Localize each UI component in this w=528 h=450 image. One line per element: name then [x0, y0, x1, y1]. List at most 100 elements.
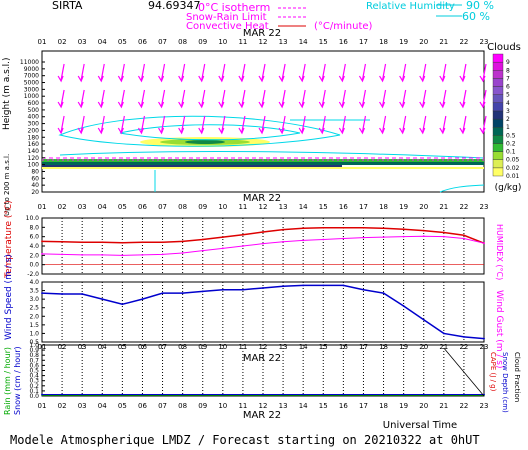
hour-panel2-label: 07 — [158, 203, 167, 211]
wind-arrow — [238, 115, 246, 135]
cloud-y-tick-label: 1000 — [24, 93, 39, 100]
temperature-point — [442, 231, 445, 234]
cloud-y-tick-label: 600 — [28, 100, 40, 107]
wind-arrow — [57, 115, 65, 135]
wind-arrow — [158, 89, 166, 109]
wind-point — [141, 298, 144, 301]
colorbar-title: Clouds — [487, 42, 521, 53]
coords-label: 94.69347 — [148, 0, 201, 12]
wind-point — [342, 284, 345, 287]
wind-arrow — [278, 63, 286, 83]
colorbar-tick-label: 1 — [506, 124, 510, 131]
temperature-point — [61, 253, 63, 256]
temperature-point — [121, 254, 124, 257]
temperature-y-tick-label: 2.0 — [29, 252, 39, 259]
wind-arrow — [258, 115, 266, 135]
wind-arrow — [97, 89, 105, 109]
temperature-y-tick-label: 4.0 — [29, 243, 39, 250]
wind-point — [101, 298, 104, 301]
wind-arrow — [338, 63, 346, 83]
wind-point — [362, 288, 365, 291]
hour-bottom-label: 08 — [178, 402, 187, 410]
hour-panel2-label: 04 — [98, 203, 107, 211]
wind-arrow — [358, 115, 367, 135]
temperature-point — [362, 236, 365, 239]
temperature-point — [262, 242, 264, 245]
convective-unit-label: (°C/minute) — [314, 21, 373, 32]
wind-arrow — [137, 63, 146, 83]
wind-arrow — [178, 115, 186, 135]
hour-panel2-label: 16 — [339, 203, 348, 211]
temperature-point — [141, 253, 144, 256]
temperature-point — [201, 238, 204, 241]
wind-arrow — [379, 115, 387, 135]
hour-panel2-label: 15 — [319, 203, 328, 211]
cloud-y-tick-label: 7000 — [24, 73, 39, 80]
temperature-point — [422, 235, 425, 238]
temperature-point — [382, 236, 385, 239]
wind-point — [402, 305, 405, 307]
caption: Modele Atmospherique LMDZ / Forecast sta… — [10, 433, 480, 447]
precip-point — [141, 393, 144, 396]
rh-60-label: 60 % — [462, 10, 490, 23]
hour-top-label: 06 — [138, 38, 147, 46]
cloud-y-tick-label: 20 — [31, 189, 39, 196]
colorbar-tick-label: 0.01 — [506, 173, 520, 180]
hour-panel4-label: 03 — [78, 343, 87, 351]
hour-top-label: 04 — [98, 38, 107, 46]
temp-y-title: Temperature (°C) — [4, 200, 14, 279]
hour-bottom-label: 04 — [98, 402, 107, 410]
hour-panel4-label: 13 — [279, 343, 288, 351]
precip-y-tick-label: 0.3 — [29, 378, 39, 385]
cloud-y-tick-label: 60 — [31, 175, 39, 182]
precip-point — [422, 393, 425, 396]
wind-arrow — [459, 63, 467, 83]
wind-arrow — [439, 63, 447, 83]
wind-y-tick-label: 1.0 — [29, 330, 39, 337]
temperature-y-tick-label: 0.0 — [29, 262, 39, 269]
hour-top-label: 05 — [118, 38, 127, 46]
wind-arrow — [459, 89, 467, 109]
colorbar-swatch — [492, 102, 504, 112]
wind-arrow — [137, 115, 146, 135]
precip-point — [221, 393, 224, 396]
precip-point — [41, 393, 43, 396]
isotherm-legend-label: 0°C isotherm — [198, 1, 270, 14]
hour-bottom-label: 22 — [459, 402, 468, 410]
temperature-point — [442, 235, 445, 238]
precip-y-tick-label: 0.6 — [29, 362, 39, 369]
cloud-fraction-y-title: Cloud Fraction — [513, 352, 521, 402]
precip-y-tick-label: 0.2 — [29, 383, 39, 390]
date-bottom-label: MAR 22 — [243, 410, 281, 421]
wind-arrow — [77, 63, 85, 83]
precip-y-tick-label: 0.0 — [29, 393, 39, 400]
precip-point — [322, 393, 325, 396]
hour-bottom-label: 16 — [339, 402, 348, 410]
hour-panel4-label: 08 — [178, 343, 187, 351]
colorbar-tick-label: 7 — [506, 75, 510, 82]
hour-top-label: 08 — [178, 38, 187, 46]
hour-top-label: 10 — [218, 38, 227, 46]
hour-top-label: 19 — [399, 38, 408, 46]
temperature-point — [161, 253, 164, 256]
precip-point — [262, 393, 264, 396]
wind-y-tick-label: 0.5 — [29, 339, 39, 346]
hour-panel4-label: 01 — [38, 343, 47, 351]
temperature-point — [101, 253, 104, 256]
hour-panel2-label: 10 — [218, 203, 227, 211]
hour-top-label: 21 — [439, 38, 448, 46]
wind-arrow — [77, 115, 85, 135]
cloud-y-tick-label: 160 — [28, 141, 40, 148]
wind-arrow — [479, 89, 487, 109]
wind-point — [463, 335, 465, 338]
wind-arrow — [218, 115, 226, 135]
hour-top-label: 17 — [359, 38, 368, 46]
cloud-y-tick-label: 3000 — [24, 86, 39, 93]
hour-top-label: 13 — [279, 38, 288, 46]
colorbar-tick-label: 3 — [506, 108, 510, 115]
wind-y-tick-label: 2.0 — [29, 313, 39, 320]
wind-point — [322, 284, 325, 287]
colorbar-tick-label: 8 — [506, 67, 510, 74]
wind-arrow — [318, 89, 326, 109]
